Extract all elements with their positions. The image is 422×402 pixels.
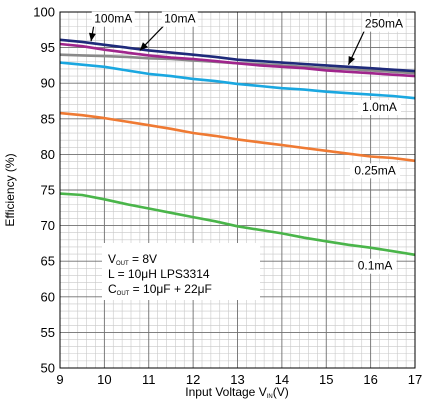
series-label-100mA: 100mA bbox=[94, 12, 132, 26]
y-tick-label: 90 bbox=[41, 76, 55, 91]
y-tick-label: 80 bbox=[41, 147, 55, 162]
arrow-head bbox=[348, 56, 355, 65]
conditions-annotation: VOUT = 8V L = 10μH LPS3314 COUT = 10μF +… bbox=[102, 243, 260, 300]
y-tick-label: 95 bbox=[41, 40, 55, 55]
conditions-background bbox=[102, 243, 260, 300]
series-label-1.0mA: 1.0mA bbox=[362, 100, 397, 114]
y-tick-label: 70 bbox=[41, 218, 55, 233]
series-line-100mA bbox=[59, 38, 416, 73]
condition-cout: COUT = 10μF + 22μF bbox=[108, 282, 212, 297]
series-labels: 100mA 10mA 250mA 1.0mA 0.25mA 0.1mA bbox=[91, 11, 406, 274]
x-tick-label: 17 bbox=[408, 372, 422, 387]
series-lines bbox=[59, 38, 416, 257]
y-tick-label: 75 bbox=[41, 183, 55, 198]
series-label-bg bbox=[91, 11, 135, 27]
x-tick-label: 16 bbox=[363, 372, 377, 387]
series-line-10mA bbox=[59, 42, 416, 78]
series-label-bg bbox=[161, 11, 198, 27]
y-tick-label: 50 bbox=[41, 361, 55, 376]
y-tick-label: 100 bbox=[33, 5, 55, 20]
y-tick-label: 85 bbox=[41, 111, 55, 126]
series-line-1.0mA bbox=[59, 61, 416, 100]
series-label-0.1mA: 0.1mA bbox=[358, 259, 393, 273]
x-tick-label: 9 bbox=[56, 372, 63, 387]
x-tick-label: 14 bbox=[275, 372, 289, 387]
series-label-bg bbox=[353, 258, 397, 274]
y-tick-label: 65 bbox=[41, 254, 55, 269]
series-label-10mA: 10mA bbox=[164, 12, 195, 26]
x-tick-label: 15 bbox=[319, 372, 333, 387]
x-tick-label: 13 bbox=[230, 372, 244, 387]
series-label-bg bbox=[350, 163, 401, 179]
series-label-bg bbox=[358, 99, 401, 115]
condition-vout: VOUT = 8V bbox=[108, 252, 157, 267]
x-tick-label: 10 bbox=[97, 372, 111, 387]
x-axis-title: Input Voltage VIN(V) bbox=[185, 385, 288, 400]
label-arrows bbox=[89, 25, 365, 65]
arrow-head bbox=[139, 42, 148, 51]
tick-labels: 9 10 11 12 13 14 15 16 17 50 55 60 65 70 75 80 85 90 95 100 bbox=[33, 5, 422, 388]
x-tick-label: 12 bbox=[186, 372, 200, 387]
condition-inductor: L = 10μH LPS3314 bbox=[108, 267, 210, 281]
series-label-250mA: 250mA bbox=[365, 17, 403, 31]
series-label-0.25mA: 0.25mA bbox=[354, 163, 395, 177]
arrow-head bbox=[89, 32, 96, 42]
y-axis-title: Efficiency (%) bbox=[3, 153, 17, 226]
y-tick-label: 60 bbox=[41, 289, 55, 304]
y-tick-label: 55 bbox=[41, 325, 55, 340]
x-tick-label: 11 bbox=[142, 372, 156, 387]
series-line-0.25mA bbox=[59, 111, 416, 163]
plot-frame bbox=[59, 11, 416, 369]
series-label-bg bbox=[362, 16, 406, 32]
series-line-0.1mA bbox=[59, 192, 416, 257]
